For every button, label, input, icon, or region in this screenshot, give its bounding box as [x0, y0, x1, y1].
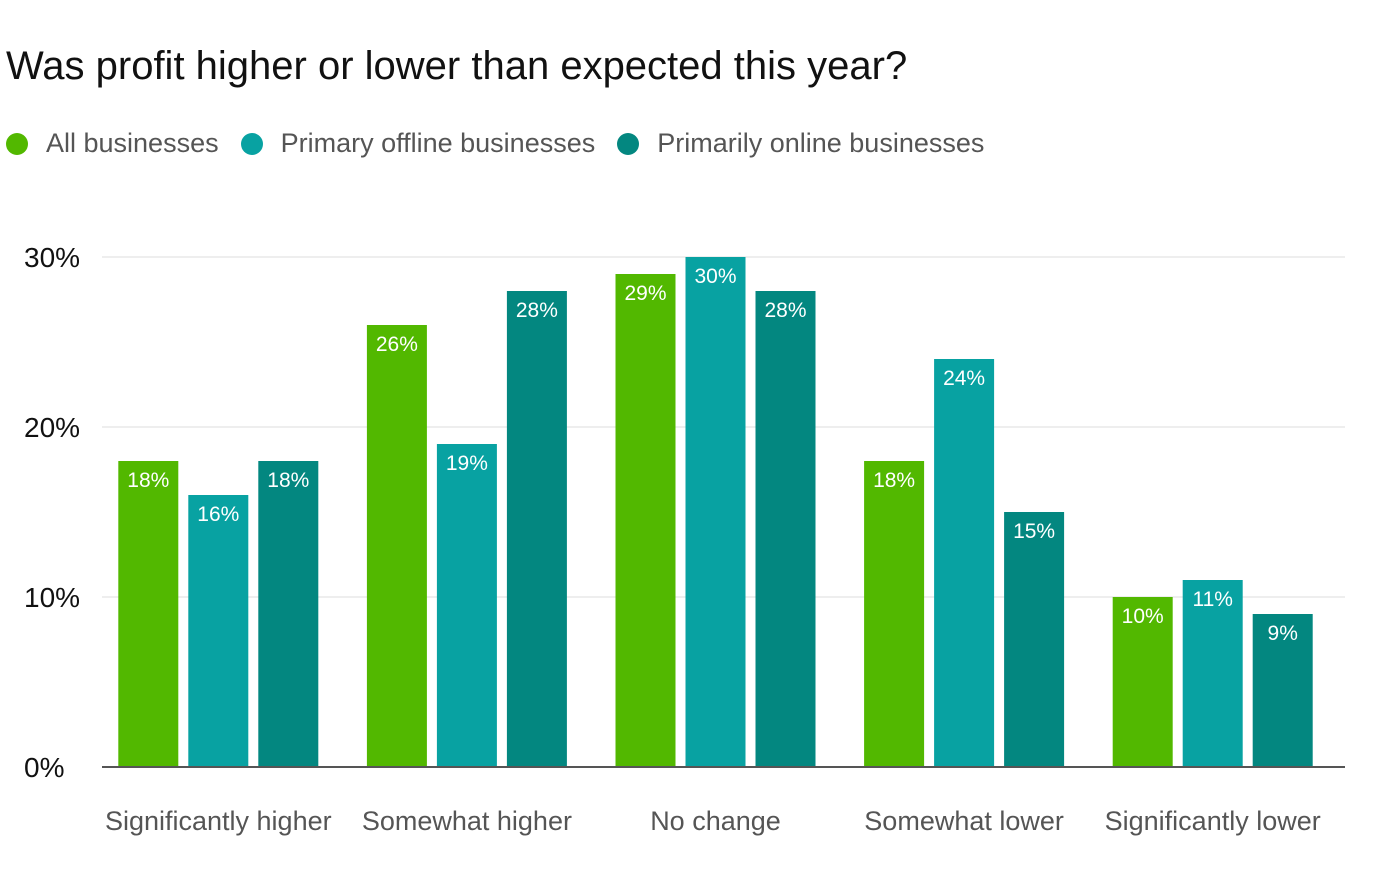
bar: [1004, 512, 1065, 767]
y-tick-label: 0%: [24, 752, 64, 783]
bar-value-label: 28%: [516, 299, 558, 322]
bar-value-label: 11%: [1192, 588, 1232, 611]
legend-swatch-online-businesses: [617, 132, 640, 155]
y-tick-label: 20%: [24, 412, 80, 443]
bar: [258, 461, 319, 767]
legend-item-all-businesses: All businesses: [6, 128, 219, 159]
bar: [934, 359, 995, 767]
legend-item-offline-businesses: Primary offline businesses: [240, 128, 596, 159]
x-tick-label: No change: [650, 806, 781, 836]
y-tick-label: 10%: [24, 582, 80, 613]
bar: [864, 461, 925, 767]
bar: [1182, 580, 1243, 767]
bar-value-label: 18%: [127, 469, 169, 492]
bar: [506, 291, 567, 767]
legend-label-online-businesses: Primarily online businesses: [657, 128, 985, 158]
bar: [366, 325, 427, 767]
bar: [1252, 614, 1313, 767]
y-tick-label: 30%: [24, 242, 80, 273]
bar-value-label: 16%: [197, 503, 239, 526]
bar: [1112, 597, 1173, 767]
bar-value-label: 18%: [267, 469, 309, 492]
legend-swatch-all-businesses: [6, 132, 28, 155]
bar-value-label: 15%: [1013, 520, 1055, 543]
bar-value-label: 30%: [694, 265, 736, 288]
bar-value-label: 28%: [764, 299, 806, 322]
bar-value-label: 26%: [376, 333, 418, 356]
x-tick-label: Significantly lower: [1105, 806, 1321, 836]
chart-legend: All businesses Primary offline businesse…: [6, 128, 1006, 159]
bar: [755, 291, 816, 767]
bar: [685, 257, 746, 767]
bar-value-label: 18%: [873, 469, 915, 492]
bar-value-label: 9%: [1268, 622, 1298, 645]
bar-value-label: 10%: [1122, 605, 1164, 628]
x-tick-label: Somewhat higher: [362, 806, 572, 836]
legend-label-all-businesses: All businesses: [46, 128, 219, 158]
bar-value-label: 19%: [446, 452, 488, 475]
bar: [188, 495, 249, 767]
legend-swatch-offline-businesses: [240, 132, 263, 155]
bar: [118, 461, 179, 767]
bar-value-label: 29%: [624, 282, 666, 305]
bar: [436, 444, 497, 767]
x-tick-label: Significantly higher: [105, 806, 332, 836]
bar: [615, 274, 676, 767]
legend-item-online-businesses: Primarily online businesses: [617, 128, 984, 159]
legend-label-offline-businesses: Primary offline businesses: [280, 128, 596, 158]
bar-value-label: 24%: [943, 367, 985, 390]
x-tick-label: Somewhat lower: [864, 806, 1064, 836]
chart-title: Was profit higher or lower than expected…: [6, 44, 908, 88]
